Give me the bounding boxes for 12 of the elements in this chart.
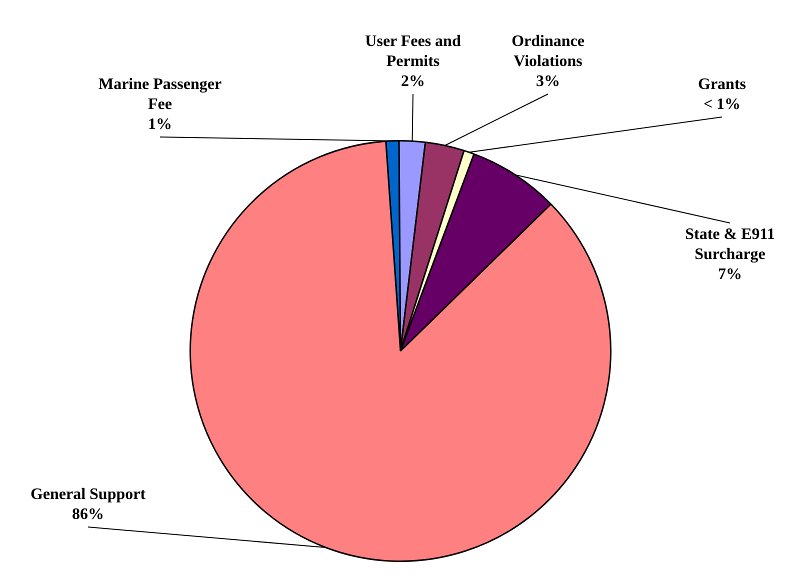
data-label: 7% [718,266,742,284]
slice-label: Ordinance Violations [512,33,584,70]
data-label: 86% [72,506,104,524]
slice-label: Grants [698,76,746,94]
data-label: < 1% [703,96,741,114]
data-label: 1% [148,116,172,134]
data-label: 3% [536,73,560,90]
slice-label: General Support [30,486,146,504]
slice-label: User Fees and Permits [365,33,461,70]
slice-label: Marine Passenger Fee [98,76,222,114]
data-label: 2% [401,73,425,90]
slice-label: State & E911 Surcharge [685,226,775,264]
